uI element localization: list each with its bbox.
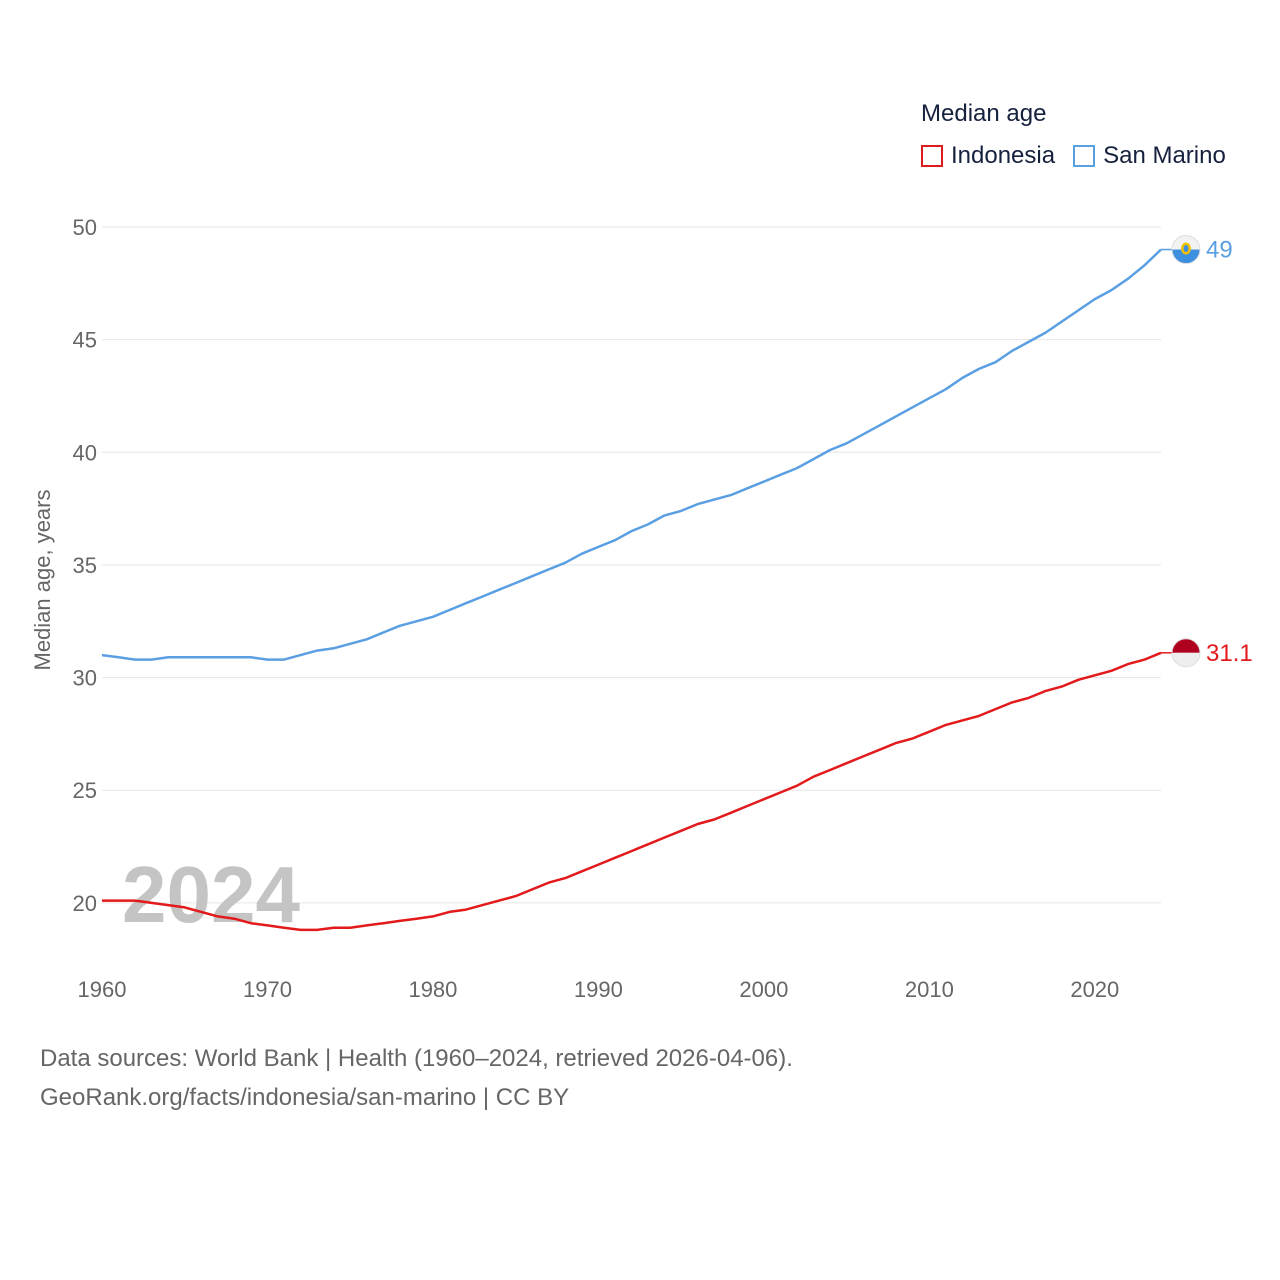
legend-label-san-marino: San Marino — [1103, 142, 1226, 169]
x-tick-label: 2010 — [905, 977, 954, 1002]
y-tick-label: 20 — [73, 891, 97, 916]
x-axis-ticks: 1960 1970 1980 1990 2000 2010 2020 — [78, 977, 1120, 1002]
x-tick-label: 2000 — [739, 977, 788, 1002]
x-tick-label: 1970 — [243, 977, 292, 1002]
end-value-label-indonesia: 31.1 — [1206, 640, 1253, 667]
legend-item-san-marino[interactable]: San Marino — [1073, 142, 1226, 170]
series-lines — [101, 248, 1162, 932]
y-axis-ticks: 20 25 30 35 40 45 50 — [73, 215, 97, 916]
legend-label-indonesia: Indonesia — [951, 142, 1056, 169]
legend: Indonesia San Marino — [921, 142, 1244, 170]
series-end-markers: 31.1 49 — [1161, 235, 1253, 668]
x-tick-label: 1960 — [78, 977, 127, 1002]
y-tick-label: 40 — [73, 440, 97, 465]
y-tick-label: 50 — [73, 215, 97, 240]
data-sources: Data sources: World Bank | Health (1960–… — [40, 1045, 793, 1072]
end-value-label-san-marino: 49 — [1206, 237, 1233, 264]
series-line-indonesia[interactable] — [102, 651, 1162, 932]
current-year-label: 2024 — [122, 850, 300, 939]
y-tick-label: 45 — [73, 328, 97, 353]
y-tick-label: 30 — [73, 666, 97, 691]
indonesia-flag-icon — [1171, 638, 1201, 668]
gridlines — [102, 226, 1161, 904]
legend-swatch-san-marino — [1073, 145, 1096, 167]
series-line-san-marino[interactable] — [101, 248, 1162, 661]
legend-title: Median age — [921, 100, 1047, 127]
legend-swatch-indonesia — [921, 145, 943, 167]
x-tick-label: 1990 — [574, 977, 623, 1002]
y-tick-label: 35 — [73, 553, 97, 578]
y-tick-label: 25 — [73, 778, 97, 803]
san-marino-flag-icon — [1171, 235, 1201, 265]
x-tick-label: 1980 — [408, 977, 457, 1002]
credit-link[interactable]: GeoRank.org/facts/indonesia/san-marino |… — [40, 1084, 570, 1111]
y-axis-label: Median age, years — [30, 490, 55, 671]
legend-item-indonesia[interactable]: Indonesia — [921, 142, 1055, 170]
x-tick-label: 2020 — [1070, 977, 1119, 1002]
